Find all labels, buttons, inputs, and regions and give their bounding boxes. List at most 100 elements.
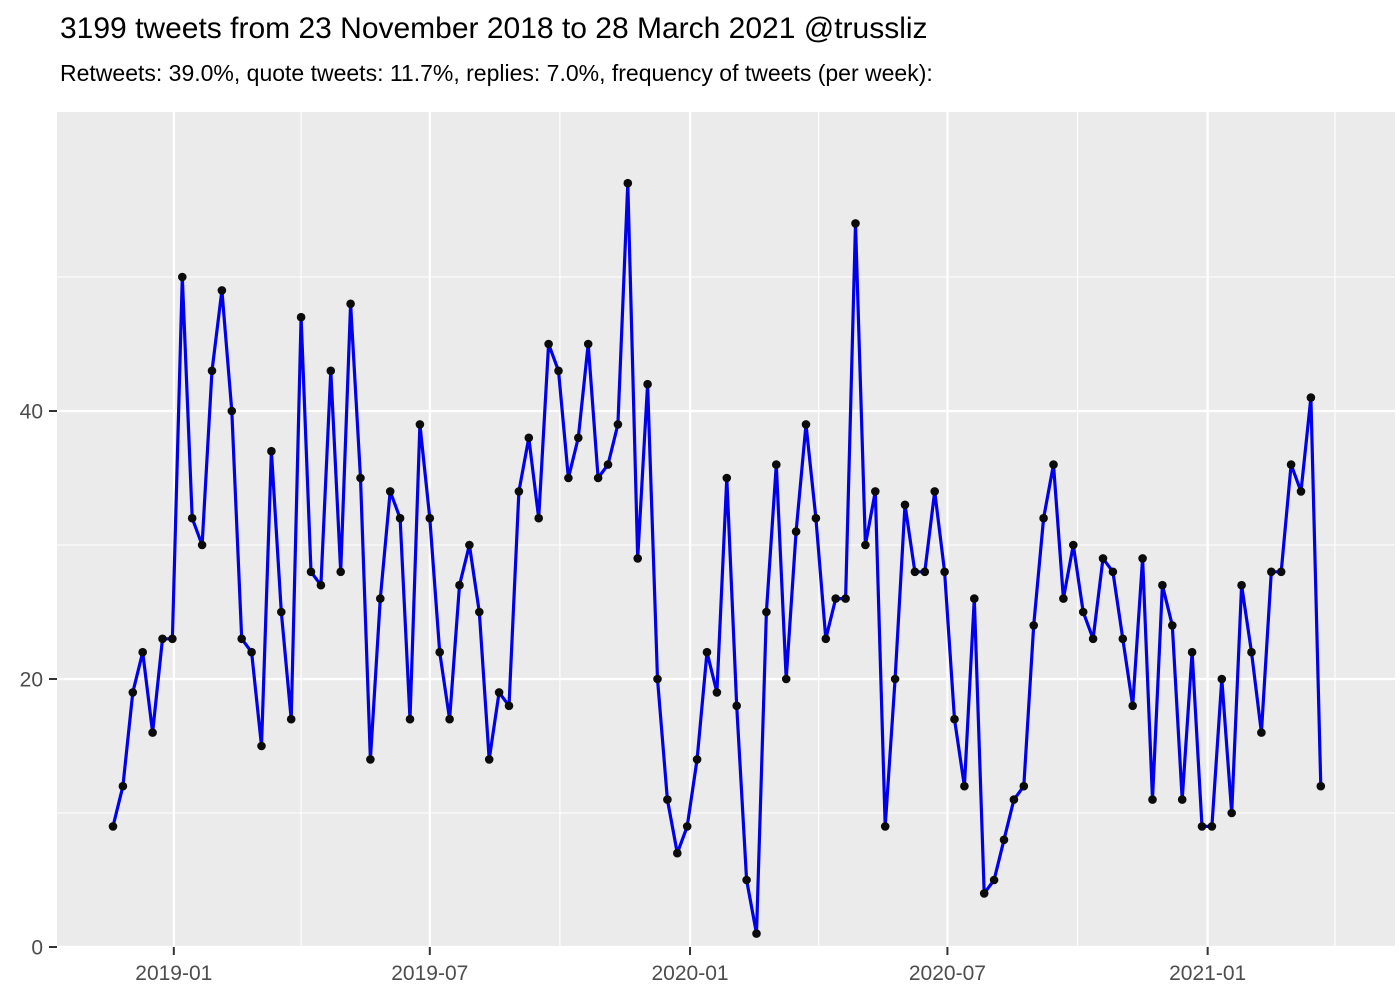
data-point-week-29 (385, 487, 395, 496)
x-tick-label: 2020-01 (651, 962, 728, 985)
data-point-week-107 (1158, 580, 1167, 590)
data-point-week-25 (346, 299, 355, 309)
plot-subtitle: Retweets: 39.0%, quote tweets: 11.7%, re… (60, 60, 933, 86)
data-point-week-112 (1207, 822, 1217, 831)
data-point-week-37 (465, 540, 474, 550)
data-point-week-53 (623, 178, 633, 188)
data-point-week-89 (979, 889, 989, 898)
data-point-week-74 (831, 594, 840, 603)
data-point-week-18 (277, 607, 286, 617)
data-point-week-39 (484, 755, 494, 764)
data-point-week-96 (1049, 460, 1058, 469)
data-point-week-33 (425, 513, 435, 523)
data-point-week-64 (732, 701, 741, 711)
data-point-week-84 (930, 487, 939, 496)
data-point-week-81 (900, 500, 910, 510)
data-point-week-82 (910, 567, 920, 577)
data-point-week-105 (1138, 554, 1147, 563)
data-point-week-6 (158, 634, 167, 644)
data-point-week-75 (841, 594, 850, 603)
data-point-week-86 (950, 714, 959, 724)
data-point-week-36 (455, 580, 464, 590)
data-point-week-122 (1306, 393, 1316, 402)
data-point-week-90 (989, 875, 999, 885)
data-point-week-98 (1069, 540, 1078, 550)
x-tick-label: 2020-07 (909, 962, 986, 985)
data-point-week-83 (920, 567, 930, 577)
x-tick-label: 2019-01 (135, 962, 212, 985)
data-point-week-123 (1316, 781, 1326, 791)
data-point-week-120 (1286, 460, 1296, 469)
data-point-week-69 (781, 674, 791, 684)
data-point-week-110 (1187, 647, 1197, 657)
x-tick-label: 2021-01 (1169, 962, 1246, 985)
data-point-week-28 (376, 594, 385, 603)
data-point-week-57 (663, 795, 672, 804)
data-point-week-114 (1227, 808, 1236, 818)
data-point-week-80 (890, 674, 900, 684)
data-point-week-91 (999, 835, 1009, 845)
data-point-week-24 (336, 567, 346, 577)
data-point-week-5 (148, 728, 157, 737)
data-point-week-65 (742, 875, 751, 885)
data-point-week-50 (593, 473, 603, 483)
data-point-week-97 (1059, 594, 1068, 603)
data-point-week-100 (1088, 634, 1098, 644)
plot-title: 3199 tweets from 23 November 2018 to 28 … (60, 12, 928, 45)
data-point-week-8 (178, 272, 187, 282)
data-point-week-30 (395, 513, 405, 523)
data-point-week-48 (574, 433, 583, 443)
data-point-week-59 (682, 822, 692, 831)
data-point-week-106 (1148, 795, 1157, 804)
data-point-week-117 (1257, 728, 1266, 737)
data-point-week-45 (544, 339, 553, 349)
data-point-week-87 (960, 781, 969, 791)
data-point-week-113 (1217, 674, 1227, 684)
data-point-week-9 (187, 513, 197, 523)
data-point-week-38 (475, 607, 484, 617)
data-point-week-43 (524, 433, 534, 443)
data-point-week-73 (821, 634, 831, 644)
data-point-week-22 (316, 580, 326, 590)
data-point-week-47 (564, 473, 573, 483)
data-point-week-68 (772, 460, 781, 469)
data-point-week-1 (108, 822, 118, 831)
data-point-week-46 (554, 366, 563, 376)
data-point-week-77 (861, 540, 870, 550)
data-point-week-26 (356, 473, 365, 483)
data-point-week-116 (1247, 647, 1256, 657)
data-point-week-88 (970, 594, 979, 603)
data-point-week-52 (613, 420, 623, 429)
data-point-week-66 (752, 929, 761, 938)
data-point-week-99 (1078, 607, 1088, 617)
data-point-week-7 (168, 634, 177, 644)
data-point-week-95 (1039, 513, 1048, 523)
data-point-week-51 (603, 460, 613, 469)
data-point-week-101 (1098, 554, 1108, 563)
data-point-week-41 (504, 701, 514, 711)
data-point-week-108 (1168, 621, 1177, 630)
data-point-week-60 (692, 755, 702, 764)
data-point-week-70 (791, 527, 801, 536)
data-point-week-2 (118, 781, 128, 791)
data-point-week-16 (257, 741, 266, 751)
data-point-week-12 (217, 286, 227, 295)
data-point-week-61 (702, 647, 712, 657)
data-point-week-62 (712, 688, 722, 697)
data-point-week-103 (1118, 634, 1128, 644)
data-point-week-14 (237, 634, 246, 644)
data-point-week-32 (415, 420, 425, 429)
data-point-week-71 (801, 420, 811, 429)
data-point-week-94 (1029, 621, 1038, 630)
data-point-week-42 (514, 487, 524, 496)
data-point-week-4 (138, 647, 147, 657)
data-point-week-102 (1108, 567, 1118, 577)
data-point-week-109 (1177, 795, 1187, 804)
data-point-week-13 (227, 406, 237, 416)
data-point-week-54 (633, 554, 642, 563)
data-point-week-44 (534, 513, 543, 523)
data-point-week-121 (1296, 487, 1306, 496)
y-tick-label: 40 (20, 401, 43, 424)
data-point-week-15 (247, 647, 256, 657)
